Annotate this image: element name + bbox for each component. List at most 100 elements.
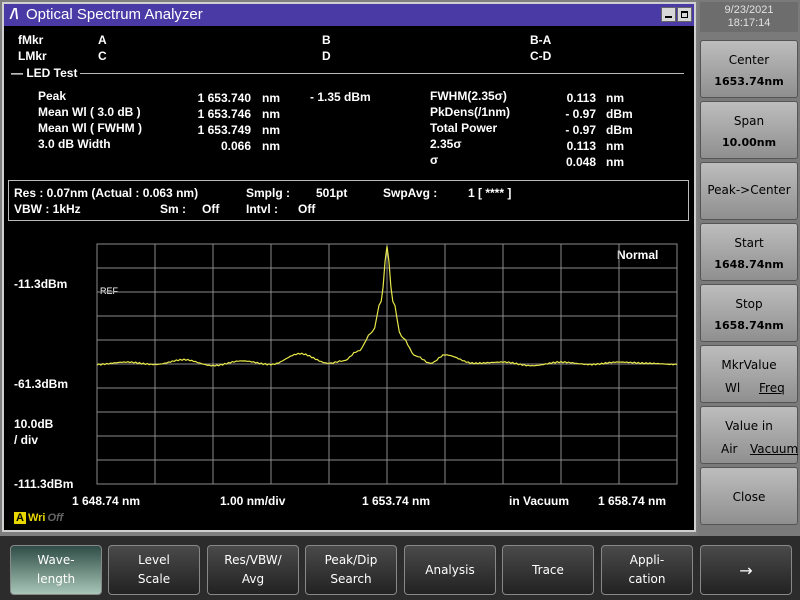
x-center-label: 1 653.74 nm [362, 494, 431, 508]
softkey-center[interactable]: Center 1653.74nm [700, 40, 798, 98]
x-stop-label: 1 658.74 nm [598, 494, 667, 508]
marker-c-minus-d: C-D [530, 49, 552, 63]
sigma-unit: nm [606, 155, 624, 169]
x-start-label: 1 648.74 nm [72, 494, 141, 508]
two-35-sigma-unit: nm [606, 139, 624, 153]
softkey-value-in[interactable]: Value in Air Vacuum [700, 406, 798, 464]
fwhm-unit: nm [606, 91, 624, 105]
interval-value: Off [298, 202, 316, 216]
fkey-wavelength-label: Wave- length [36, 553, 76, 586]
datetime-display: 9/23/2021 18:17:14 [700, 2, 798, 32]
mean-wl-3db-unit: nm [262, 107, 280, 121]
led-test-header: — LED Test [8, 66, 81, 80]
fkey-trace[interactable]: Trace [502, 545, 594, 595]
fkey-trace-label: Trace [532, 562, 564, 577]
db-width-unit: nm [262, 139, 280, 153]
sampling-value: 501pt [316, 186, 348, 200]
db-width-value: 0.066 [220, 139, 251, 153]
display-mode: Normal [617, 248, 659, 262]
fkey-peak-dip-search[interactable]: Peak/Dip Search [305, 545, 397, 595]
date-text: 9/23/2021 [724, 4, 774, 16]
marker-b-minus-a: B-A [530, 33, 552, 47]
title-bar: /\ Optical Spectrum Analyzer [4, 4, 694, 26]
peak-label: Peak [38, 89, 67, 103]
fwhm-value: 0.113 [566, 91, 596, 105]
anritsu-logo: /\ [10, 6, 19, 23]
pkdens-value: - 0.97 [565, 107, 596, 121]
db-width-label: 3.0 dB Width [38, 137, 111, 151]
softkey-stop-title: Stop [735, 297, 763, 311]
trace-write-indicator: A Wri Off [14, 512, 63, 524]
mean-wl-fwhm-label: Mean Wl ( FWHM ) [38, 121, 142, 135]
mean-wl-3db-value: 1 653.746 [197, 107, 251, 121]
maximize-button[interactable] [677, 7, 692, 22]
led-test-divider [14, 73, 684, 74]
softkey-span[interactable]: Span 10.00nm [700, 101, 798, 159]
arrow-right-icon: → [739, 560, 753, 580]
total-power-value: - 0.97 [565, 123, 596, 137]
fkey-wavelength[interactable]: Wave- length [10, 545, 102, 595]
sigma-value: 0.048 [565, 155, 596, 169]
option-freq[interactable]: Freq [759, 381, 785, 395]
minimize-button[interactable] [661, 7, 676, 22]
trace-a-badge: A [14, 512, 26, 524]
fkey-level-scale-label: Level Scale [137, 553, 171, 586]
softkey-peak-center[interactable]: Peak->Center [700, 162, 798, 220]
x-div-label: 1.00 nm/div [220, 494, 286, 508]
fkey-level-scale[interactable]: Level Scale [108, 545, 200, 595]
option-vacuum[interactable]: Vacuum [750, 442, 799, 456]
analyzer-window: /\ Optical Spectrum Analyzer [2, 2, 696, 532]
peak-unit: nm [262, 91, 280, 105]
total-power-unit: dBm [606, 123, 633, 137]
softkey-span-title: Span [733, 114, 765, 128]
x-medium-label: in Vacuum [509, 494, 570, 508]
marker-b: B [322, 33, 331, 47]
softkey-value-in-title: Value in [725, 419, 773, 433]
peak-value: 1 653.740 [197, 91, 251, 105]
fkey-application[interactable]: Appli- cation [601, 545, 693, 595]
sigma-label: σ [430, 153, 439, 167]
two-35-sigma-value: 0.113 [566, 139, 596, 153]
scale-label: 10.0dB [14, 417, 54, 431]
time-text: 18:17:14 [727, 17, 771, 29]
pkdens-unit: dBm [606, 107, 633, 121]
peak-level-value: - 1.35 dBm [310, 90, 371, 104]
fkey-analysis[interactable]: Analysis [404, 545, 496, 595]
mean-wl-fwhm-unit: nm [262, 123, 280, 137]
fkey-peak-dip-search-label: Peak/Dip Search [324, 553, 378, 586]
fkey-analysis-label: Analysis [425, 562, 475, 577]
sweep-avg-value: 1 [ **** ] [468, 186, 512, 200]
softkey-center-title: Center [728, 53, 770, 67]
option-wl[interactable]: Wl [725, 381, 741, 395]
vbw-info: VBW : 1kHz [14, 202, 81, 216]
marker-d: D [322, 49, 331, 63]
fkey-next-page[interactable]: → [700, 545, 792, 595]
pkdens-label: PkDens(/1nm) [430, 105, 511, 119]
fkey-application-label: Appli- cation [628, 553, 666, 586]
softkey-stop-value: 1658.74nm [714, 319, 784, 332]
softkey-start[interactable]: Start 1648.74nm [700, 223, 798, 281]
led-test-title: LED Test [26, 66, 78, 80]
sweep-avg-label: SwpAvg : [383, 186, 438, 200]
softkey-close-title: Close [732, 490, 766, 504]
softkey-start-value: 1648.74nm [714, 258, 784, 271]
softkey-marker-value-title: MkrValue [721, 358, 777, 372]
marker-c: C [98, 49, 107, 63]
lmkr-label: LMkr [18, 49, 47, 63]
fkey-res-vbw-avg[interactable]: Res/VBW/ Avg [207, 545, 299, 595]
mid-level-label: -61.3dBm [14, 377, 69, 391]
scale-unit-label: / div [14, 433, 39, 447]
option-air[interactable]: Air [721, 442, 738, 456]
softkey-marker-value[interactable]: MkrValue Wl Freq [700, 345, 798, 403]
window-title: Optical Spectrum Analyzer [26, 6, 203, 23]
softkey-peak-center-title: Peak->Center [707, 183, 791, 197]
ref-tag: REF [100, 286, 118, 296]
smoothing-label: Sm : [160, 202, 187, 216]
total-power-label: Total Power [430, 121, 498, 135]
marker-a: A [98, 33, 107, 47]
softkey-stop[interactable]: Stop 1658.74nm [700, 284, 798, 342]
bottom-level-label: -111.3dBm [14, 477, 74, 491]
interval-label: Intvl : [246, 202, 278, 216]
softkey-close[interactable]: Close [700, 467, 798, 525]
